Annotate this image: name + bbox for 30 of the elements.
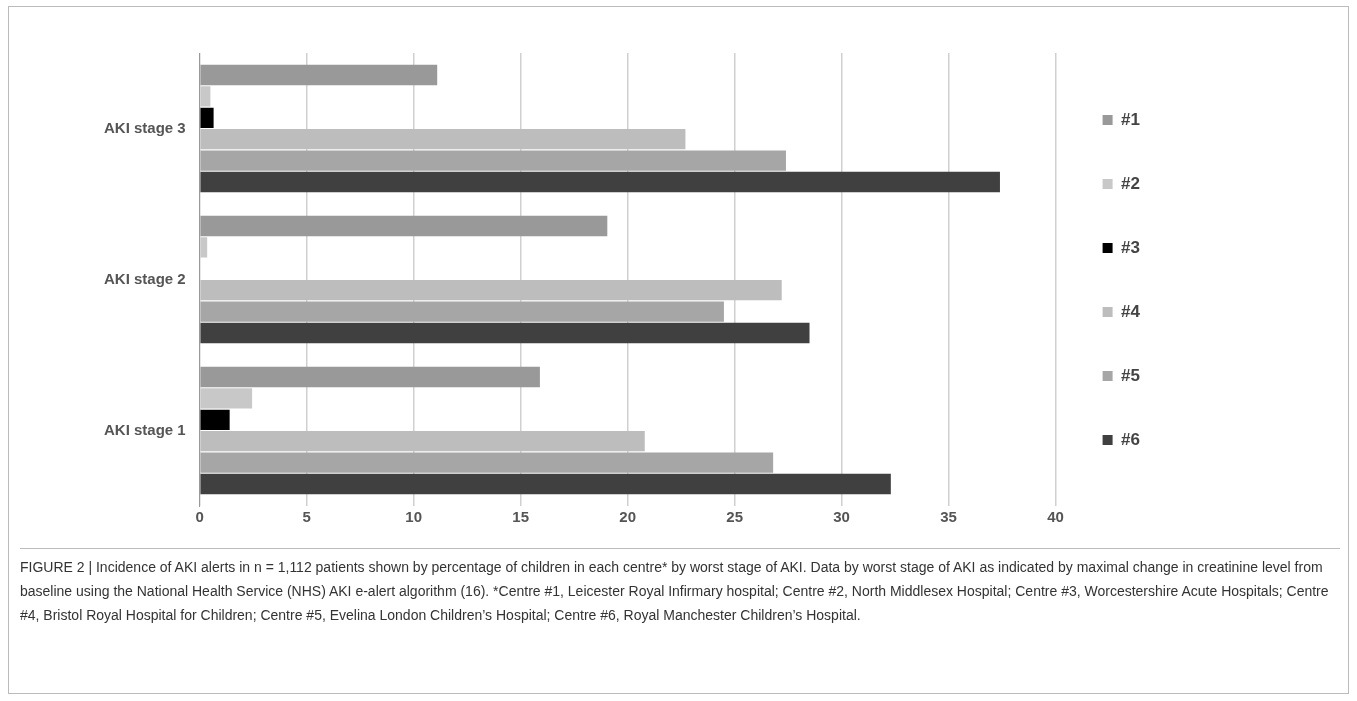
x-tick-label: 0 xyxy=(195,508,204,526)
legend-label: #3 xyxy=(1121,237,1141,257)
legend-label: #2 xyxy=(1121,173,1141,193)
bar xyxy=(200,107,214,128)
bar xyxy=(200,171,1000,193)
x-tick-label: 5 xyxy=(302,508,311,526)
x-tick-label: 25 xyxy=(726,508,743,526)
x-tick-label: 35 xyxy=(940,508,957,526)
x-tick-label: 15 xyxy=(512,508,529,526)
bar xyxy=(200,322,810,344)
legend-label: #6 xyxy=(1121,429,1141,449)
legend-label: #4 xyxy=(1121,301,1141,321)
legend-label: #1 xyxy=(1121,109,1141,129)
x-tick-label: 40 xyxy=(1047,508,1064,526)
y-tick-label: AKI stage 1 xyxy=(103,420,186,438)
x-tick-label: 10 xyxy=(405,508,423,526)
bar xyxy=(200,150,786,171)
bar xyxy=(200,301,724,322)
legend-label: #5 xyxy=(1121,365,1141,385)
y-tick-label: AKI stage 2 xyxy=(103,269,186,287)
bar xyxy=(200,280,782,301)
bar xyxy=(200,452,774,473)
x-tick-label: 20 xyxy=(619,508,636,526)
y-tick-label: AKI stage 3 xyxy=(103,118,186,136)
bar xyxy=(200,129,686,150)
bar xyxy=(200,409,230,430)
bar xyxy=(200,473,891,495)
x-tick-label: 30 xyxy=(833,508,850,526)
caption: FIGURE 2 | Incidence of AKI alerts in n = 1,112 patients shown by percentage of children in each centre* by worst stage of AKI. Data by worst stage of AKI as indicated by maximal change in creatinine level from baseline using the National Health Service (NHS) AKI e-alert algorithm (16). *Centre #1, Leicester Royal Infirmary hospital; Centre #2, North Middlesex Hospital; Centre #3, Worcestershire Acute Hospitals; Centre #4, Bristol Royal Hospital for Children; Centre #5, Evelina London Children’s Hospital; Centre #6, Royal Manchester Children’s Hospital. xyxy=(20,558,1330,625)
bar xyxy=(200,431,645,452)
